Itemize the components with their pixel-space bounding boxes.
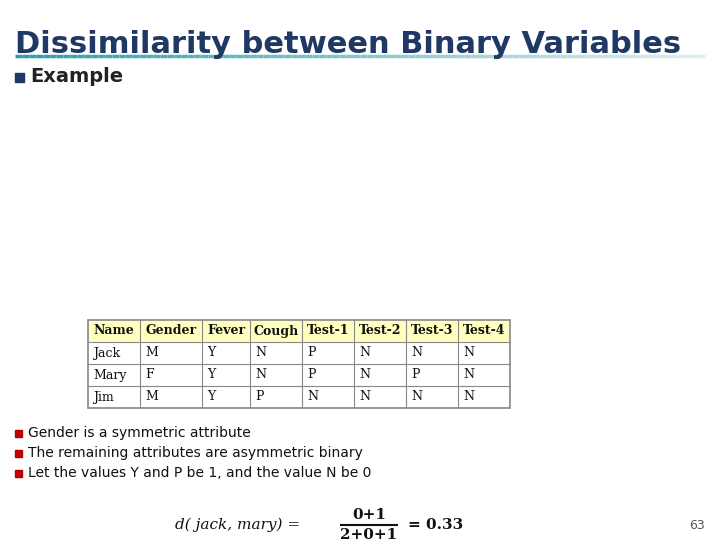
Bar [15,429,22,436]
Bar [88,320,510,408]
Text: = 0.33: = 0.33 [408,518,463,532]
Text: Y: Y [207,390,215,403]
Bar [15,73,24,82]
Bar [15,469,22,476]
Text: Test-2: Test-2 [359,325,401,338]
Text: M: M [145,390,158,403]
Text: P: P [255,390,264,403]
Bar [88,320,510,342]
Text: Fever: Fever [207,325,245,338]
Text: 63: 63 [689,519,705,532]
Text: P: P [307,347,315,360]
Bar [15,449,22,456]
Text: 0+1: 0+1 [352,508,386,522]
Text: N: N [255,368,266,381]
Text: N: N [359,368,370,381]
Text: 2+0+1: 2+0+1 [341,528,397,540]
Text: N: N [307,390,318,403]
Text: Mary: Mary [93,368,127,381]
Text: N: N [463,390,474,403]
Text: P: P [307,368,315,381]
Text: N: N [463,347,474,360]
Text: P: P [411,368,420,381]
Text: N: N [463,368,474,381]
Text: Dissimilarity between Binary Variables: Dissimilarity between Binary Variables [15,30,681,59]
Text: d( jack, mary) =: d( jack, mary) = [175,518,300,532]
Text: Test-4: Test-4 [463,325,505,338]
Text: Jack: Jack [93,347,120,360]
Text: N: N [359,390,370,403]
Text: N: N [411,347,422,360]
Text: Y: Y [207,368,215,381]
Text: Let the values Y and P be 1, and the value N be 0: Let the values Y and P be 1, and the val… [28,466,372,480]
Text: N: N [411,390,422,403]
Text: Gender is a symmetric attribute: Gender is a symmetric attribute [28,426,251,440]
Text: Cough: Cough [253,325,299,338]
Text: Y: Y [207,347,215,360]
Text: Jim: Jim [93,390,114,403]
Text: The remaining attributes are asymmetric binary: The remaining attributes are asymmetric … [28,446,363,460]
Text: N: N [359,347,370,360]
Text: Test-3: Test-3 [411,325,453,338]
Text: Gender: Gender [145,325,197,338]
Text: F: F [145,368,153,381]
Text: Name: Name [94,325,135,338]
Text: Test-1: Test-1 [307,325,349,338]
Text: Example: Example [30,68,123,86]
Text: N: N [255,347,266,360]
Text: M: M [145,347,158,360]
